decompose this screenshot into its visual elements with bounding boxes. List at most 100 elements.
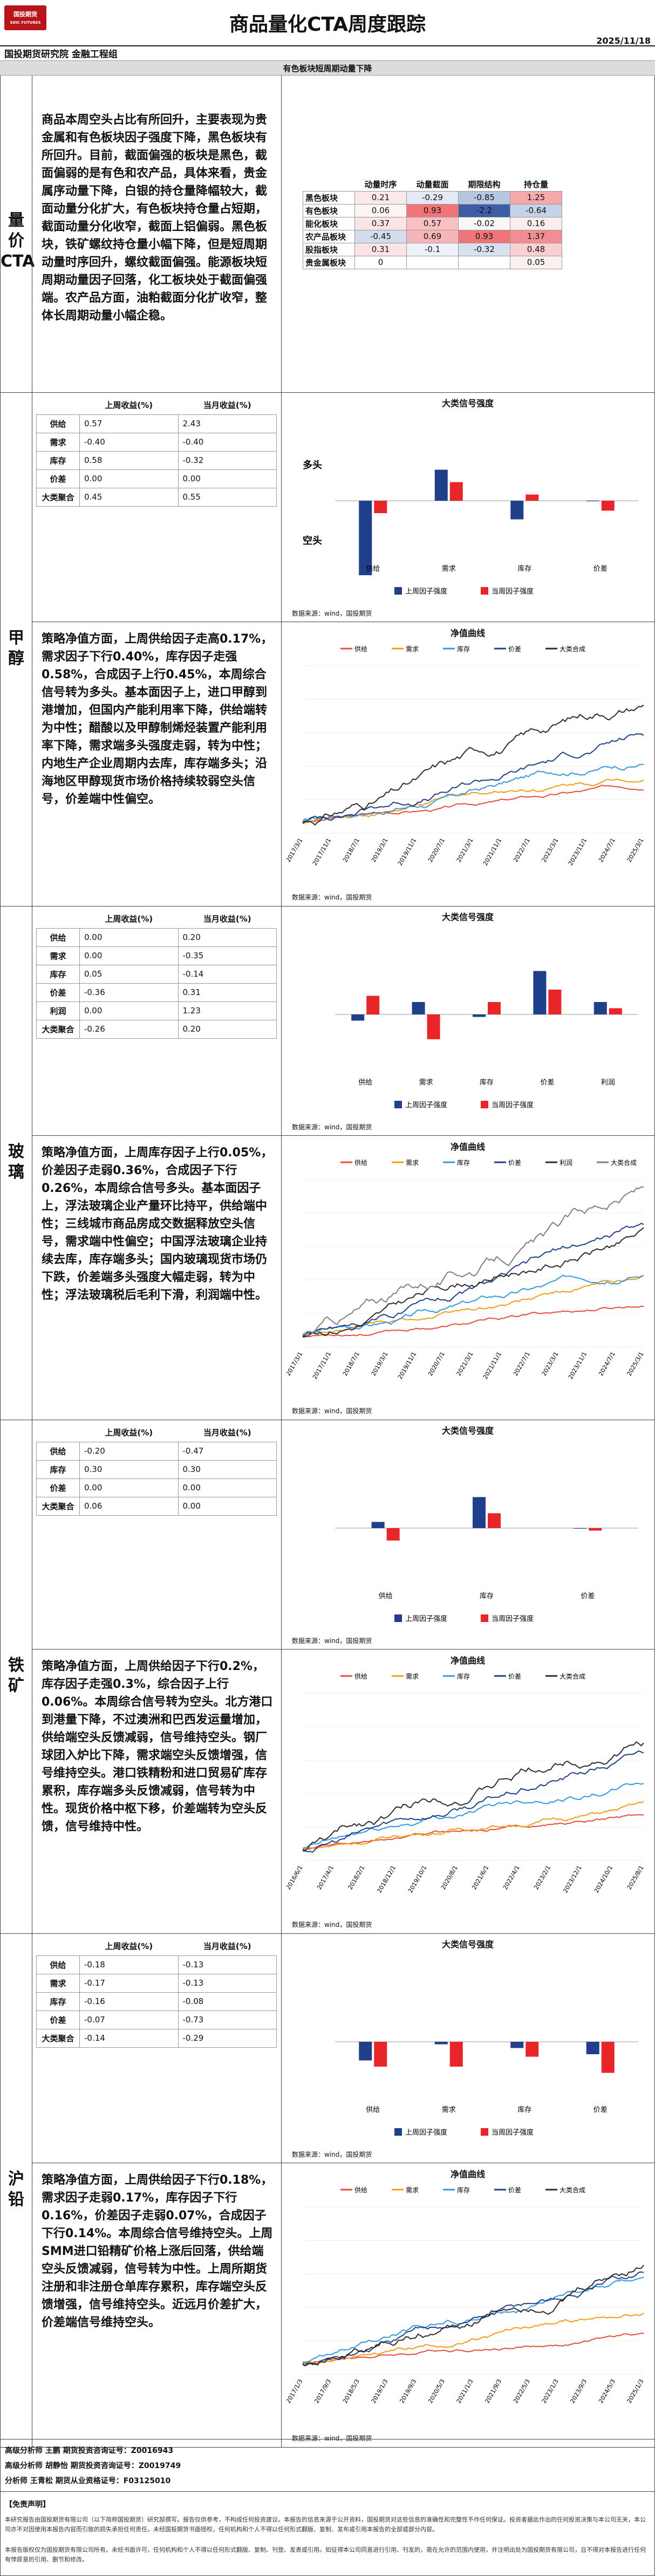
x-tick-label: 2018/12/1 <box>376 1864 397 1894</box>
x-tick-label: 2022/7/1 <box>512 1351 531 1377</box>
last-week-return: -0.17 <box>79 1973 179 1993</box>
strategy-text: 策略净值方面，上周库存因子上行0.05%，价差因子走弱0.36%，合成因子下行0… <box>42 1146 273 1302</box>
heatmap-cell: 0.31 <box>354 242 407 256</box>
footer: 高级分析师 王鹏 期货投资咨询证号：Z0016943 高级分析师 胡静怡 期货投… <box>0 2439 655 2576</box>
line-legend-item: 供给 <box>354 1159 367 1167</box>
line-legend-item: 需求 <box>406 1159 419 1167</box>
bar-category-label: 供给 <box>366 565 380 573</box>
line-legend-item: 需求 <box>406 645 419 653</box>
section-methanol: 甲醇 上周收益(%) 当月收益(%) 供给 0.57 2.43 需求 -0.40 -0.40 库存… <box>0 393 655 907</box>
line-chart-title: 净值曲线 <box>450 628 485 638</box>
legend-this-week: 当周因子强度 <box>492 1614 534 1623</box>
line-legend-item: 需求 <box>406 2186 419 2194</box>
x-tick-label: 2017/4/1 <box>316 1864 335 1891</box>
month-return: -0.40 <box>178 432 277 452</box>
heatmap-cell: 0.37 <box>354 216 407 230</box>
line-chart: 供给 需求 库存 价差 利润 大类合成 2017/3/1 2017/11/1 2018/7/1 2… <box>286 1158 645 1380</box>
x-tick-label: 2018/2/1 <box>347 1864 366 1891</box>
heatmap-cell: -0.02 <box>458 216 510 230</box>
bar-ylabel-bottom: 空头 <box>303 535 322 547</box>
disclaimer-text-2: 本报告版权仅为国投期货有限公司所有。未经书面许可，任何机构和个人不得以任何形式翻… <box>5 2546 646 2563</box>
x-tick-label: 2023/3/1 <box>541 1351 560 1377</box>
line-legend-item: 大类合成 <box>560 2186 585 2194</box>
last-week-return: -0.14 <box>79 2028 179 2048</box>
line-legend-item: 库存 <box>457 2186 470 2194</box>
month-return: 0.20 <box>178 1019 277 1039</box>
line-legend-item: 价差 <box>508 1673 521 1680</box>
bar-category-label: 价差 <box>581 1592 595 1600</box>
section-label: 玻璃 <box>8 1142 24 1182</box>
bar-last-week <box>574 1528 587 1529</box>
table-row: 价差 0.00 0.00 <box>36 469 277 488</box>
section-label: 铁矿 <box>8 1656 24 1695</box>
cta-label: 量 价 CTA <box>1 210 35 272</box>
last-week-return: 0.45 <box>79 487 179 507</box>
bar-category-label: 需求 <box>442 2106 456 2114</box>
bar-category-label: 供给 <box>379 1592 393 1600</box>
bar-last-week <box>434 469 448 501</box>
bar-category-label: 利润 <box>601 1079 615 1087</box>
month-return: 0.20 <box>178 928 277 947</box>
factor-name: 大类聚合 <box>36 1019 80 1039</box>
heatmap-cell: 1.25 <box>510 190 562 205</box>
legend-last-week: 上周因子强度 <box>405 2128 447 2137</box>
bar-category-label: 供给 <box>358 1079 372 1087</box>
col-month-header: 当月收益(%) <box>203 400 251 411</box>
x-tick-label: 2017/3/1 <box>286 837 304 863</box>
line-source: 数据来源：wind，国投期货 <box>292 2435 372 2442</box>
logo-en: SDIC FUTURES <box>10 21 41 25</box>
bar-this-week <box>609 1008 622 1014</box>
bar-this-week <box>601 2042 615 2073</box>
net-value-series <box>302 1814 644 1851</box>
bar-this-week <box>488 1002 501 1014</box>
bar-chart-title: 大类信号强度 <box>441 1426 494 1436</box>
heatmap-cell: 0.57 <box>406 216 459 230</box>
table-row: 大类聚合 -0.14 -0.29 <box>36 2028 277 2048</box>
headline: 有色板块短周期动量下降 <box>283 64 372 73</box>
table-row: 需求 -0.17 -0.13 <box>36 1973 277 1993</box>
line-legend-item: 库存 <box>457 1158 470 1167</box>
x-tick-label: 2023/1/3 <box>541 2378 560 2404</box>
heatmap-header: 动量截面 <box>416 180 449 190</box>
disclaimer-text: 本研究报告由国投期货有限公司（以下简称国投期货）研究部撰写。报告仅供参考，不构成… <box>5 2516 646 2533</box>
last-week-return: -0.26 <box>79 1019 179 1039</box>
strategy-text: 策略净值方面，上周供给因子下行0.2%，库存因子走强0.3%，综合因子上行0.0… <box>42 1660 273 1834</box>
heatmap-cell: 0.93 <box>406 203 459 217</box>
cta-text: 商品本周空头占比有所回升，主要表现为贵金属和有色板块因子强度下降，黑色板块有所回… <box>42 113 268 323</box>
bar-ylabel-top: 多头 <box>303 459 322 471</box>
net-value-series <box>302 2312 644 2364</box>
returns-table: 上周收益(%) 当月收益(%) 供给 -0.20 -0.47 库存 0.30 0.30 价差 0.… <box>36 1423 277 1516</box>
line-source: 数据来源：wind，国投期货 <box>292 1921 372 1928</box>
table-row: 供给 -0.18 -0.13 <box>36 1955 277 1974</box>
heatmap-cell: -0.1 <box>406 242 459 256</box>
table-row: 库存 0.58 -0.32 <box>36 451 277 470</box>
line-legend-item: 需求 <box>406 1673 419 1680</box>
x-tick-label: 2023/11/1 <box>567 837 588 867</box>
net-value-series <box>302 1227 644 1337</box>
col-last-header: 上周收益(%) <box>105 1428 153 1438</box>
x-tick-label: 2021/11/1 <box>482 837 503 867</box>
bar-last-week <box>434 2042 448 2045</box>
bar-source: 数据来源：wind，国投期货 <box>292 2151 372 2158</box>
legend-last-week: 上周因子强度 <box>405 1101 447 1109</box>
month-return: 1.23 <box>178 1001 277 1020</box>
heatmap-row-label: 有色板块 <box>303 203 355 217</box>
x-tick-label: 2020/7/1 <box>427 837 446 863</box>
month-return: -0.73 <box>178 2010 277 2029</box>
x-tick-label: 2016/6/1 <box>286 1864 304 1891</box>
table-row: 库存 0.30 0.30 <box>36 1460 277 1479</box>
strategy-text: 策略净值方面，上周供给因子走高0.17%，需求因子下行0.40%，库存因子走强0… <box>42 632 273 806</box>
section-label: 甲醇 <box>8 629 24 668</box>
report-date: 2025/11/18 <box>596 36 651 46</box>
x-tick-label: 2025/1/3 <box>626 2378 645 2404</box>
table-row: 库存 0.05 -0.14 <box>36 964 277 984</box>
sdic-logo: 国投期货 SDIC FUTURES <box>4 5 46 30</box>
line-legend-item: 价差 <box>508 1159 521 1167</box>
bar-this-week <box>589 1528 602 1531</box>
bar-this-week <box>526 494 539 501</box>
factor-name: 价差 <box>36 1478 80 1497</box>
x-tick-label: 2022/7/1 <box>512 837 531 863</box>
heatmap-table: 动量时序 动量截面 期限结构 持仓量 黑色板块 0.21 -0.29 -0.85 1.25 有色板… <box>303 178 562 269</box>
heatmap-row-label: 农产品板块 <box>303 229 355 243</box>
table-row: 价差 -0.07 -0.73 <box>36 2010 277 2029</box>
